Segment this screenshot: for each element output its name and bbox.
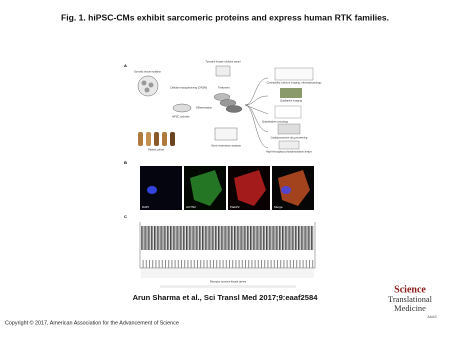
copyright: Copyright © 2017, American Association f…	[5, 319, 179, 326]
logo-text: Medicine	[394, 304, 426, 313]
logo-text: Translational	[388, 295, 433, 304]
logo-org: AAAS	[427, 315, 437, 319]
bar-texture	[141, 226, 314, 268]
panel-c: C Receptor tyrosine kinase genes	[124, 214, 316, 288]
result-icon	[274, 105, 302, 119]
result-icon	[278, 140, 300, 150]
label: Cellular reprogramming (OKSM)	[170, 86, 207, 90]
slide-title: Fig. 1. hiPSC-CMs exhibit sarcomeric pro…	[61, 12, 389, 22]
cell-stain	[234, 170, 266, 206]
label: Tyrosine kinase inhibitor panel	[206, 60, 241, 64]
label: Qualitative imaging	[280, 99, 303, 103]
image-label: PlakP2	[230, 205, 240, 209]
logo-text: Science	[394, 284, 426, 295]
tissue-icon	[137, 75, 159, 97]
panel-label: B	[124, 160, 127, 165]
result-icon	[274, 67, 314, 81]
cell-stain	[278, 170, 310, 206]
connector	[244, 77, 269, 149]
nucleus	[147, 186, 157, 194]
heatmap-icon	[214, 127, 238, 141]
label: Contractility, calcium imaging, electrop…	[267, 81, 323, 85]
label: High-throughput phosphorylation arrays	[266, 150, 312, 154]
nucleus	[281, 186, 291, 194]
panel-label: C	[124, 214, 127, 219]
micrograph	[140, 166, 182, 210]
label: Patient cohort	[148, 148, 164, 152]
citation: Arun Sharma et al., Sci Transl Med 2017;…	[133, 293, 319, 302]
result-icon	[280, 88, 302, 98]
panel-label: A	[124, 63, 127, 68]
image-label: DAPI	[142, 205, 149, 209]
panel-a: A Somatic tissue isolation Cellular repr…	[124, 60, 322, 154]
cell	[148, 82, 154, 88]
label: Quantitative toxicology	[262, 120, 289, 124]
patient-cohort-icons	[138, 132, 175, 146]
label: Treatment	[218, 86, 230, 90]
dish	[172, 103, 192, 113]
gene-labels-area	[141, 269, 314, 278]
legend	[160, 285, 296, 288]
image-label: Merge	[274, 205, 283, 209]
cell	[141, 80, 147, 86]
dish	[225, 105, 243, 113]
result-icon	[277, 123, 301, 135]
axis-label: Receptor tyrosine kinase genes	[210, 280, 247, 284]
label: Somatic tissue isolation	[134, 70, 162, 74]
label: hiPSC colonies	[172, 115, 190, 119]
panel-b: B DAPI ACTN2 PlakP2 Merge	[124, 160, 314, 210]
plate-icon	[215, 65, 231, 77]
label: Cardioprotective drug screening	[271, 136, 308, 140]
cell-stain	[190, 170, 222, 206]
cell	[144, 87, 150, 93]
image-label: ACTN2	[186, 205, 196, 209]
label: Differentiation	[196, 106, 213, 110]
journal-logo: Science Translational Medicine AAAS	[388, 284, 437, 319]
label: Gene expression analysis	[211, 144, 241, 148]
